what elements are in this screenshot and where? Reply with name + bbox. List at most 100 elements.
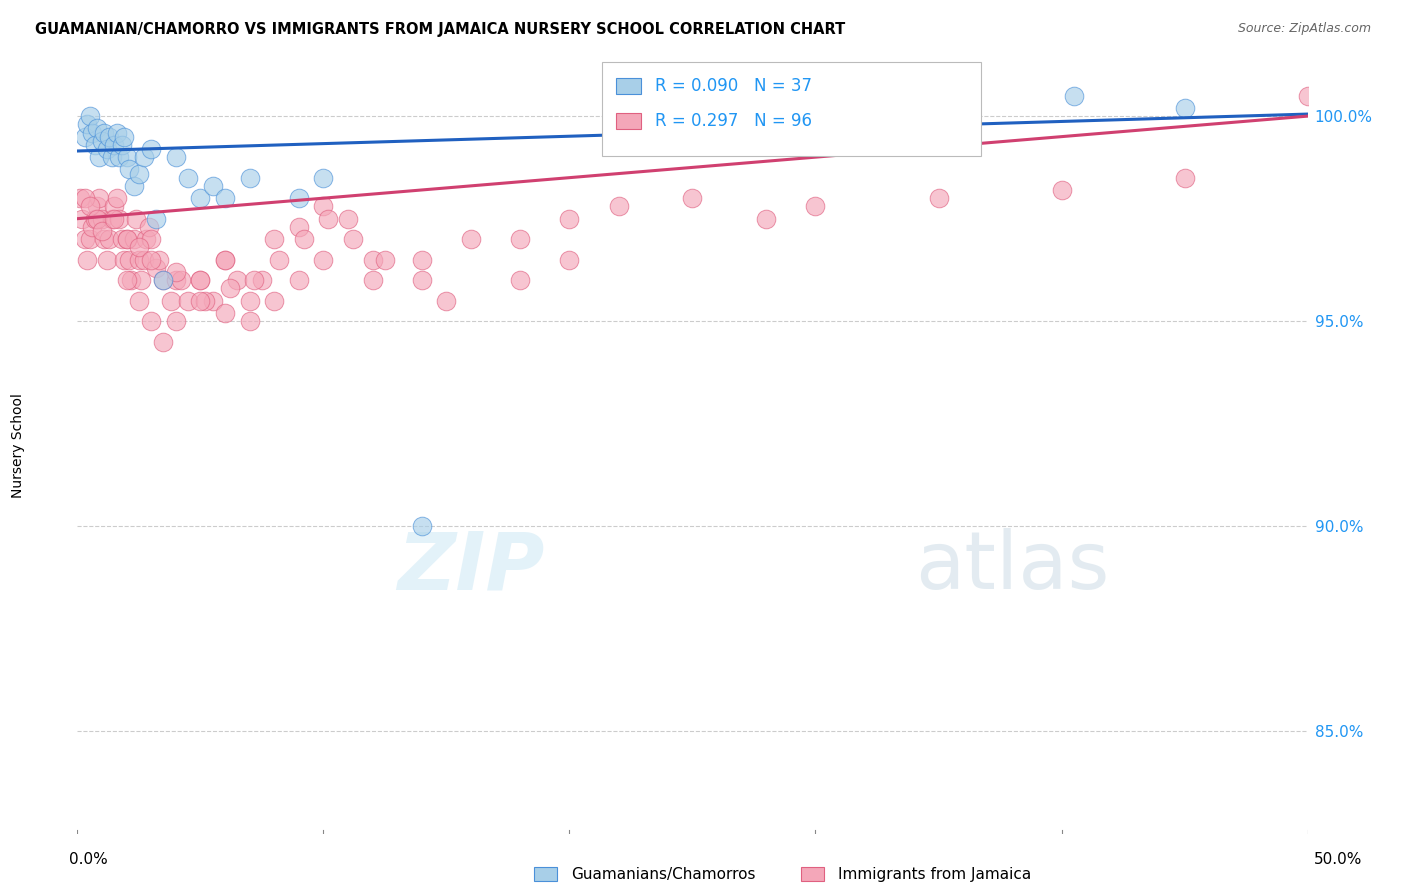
Point bbox=[374, 252, 396, 267]
Point bbox=[145, 211, 167, 226]
Point bbox=[108, 150, 131, 164]
Point bbox=[170, 273, 193, 287]
Point bbox=[177, 293, 200, 308]
Text: Guamanians/Chamorros: Guamanians/Chamorros bbox=[571, 867, 755, 881]
Point bbox=[98, 232, 121, 246]
Point bbox=[682, 191, 704, 205]
Point bbox=[312, 170, 335, 185]
Point bbox=[188, 273, 212, 287]
Point bbox=[1174, 170, 1197, 185]
Point bbox=[188, 191, 212, 205]
Point bbox=[103, 199, 125, 213]
Point bbox=[145, 260, 167, 275]
Point bbox=[76, 117, 98, 131]
Point bbox=[128, 293, 150, 308]
Point bbox=[312, 252, 335, 267]
Point bbox=[82, 219, 104, 234]
Point bbox=[128, 252, 150, 267]
Point bbox=[73, 191, 96, 205]
Point bbox=[411, 273, 433, 287]
Text: 0.0%: 0.0% bbox=[69, 852, 108, 867]
Point bbox=[312, 199, 335, 213]
Point bbox=[132, 150, 155, 164]
Point bbox=[214, 252, 236, 267]
Point bbox=[90, 211, 114, 226]
Point bbox=[112, 129, 135, 144]
Point bbox=[111, 232, 132, 246]
Point bbox=[73, 129, 96, 144]
Point bbox=[90, 134, 114, 148]
Point bbox=[118, 162, 141, 177]
Text: Nursery School: Nursery School bbox=[11, 393, 25, 499]
Text: 50.0%: 50.0% bbox=[1315, 852, 1362, 867]
Point bbox=[108, 211, 131, 226]
Point bbox=[122, 178, 145, 193]
Text: Source: ZipAtlas.com: Source: ZipAtlas.com bbox=[1237, 22, 1371, 36]
Point bbox=[337, 211, 360, 226]
Point bbox=[558, 211, 581, 226]
Point bbox=[141, 142, 163, 156]
Point bbox=[118, 252, 141, 267]
Point bbox=[112, 252, 135, 267]
Point bbox=[152, 334, 174, 349]
Point bbox=[96, 252, 118, 267]
Point bbox=[152, 273, 174, 287]
Point bbox=[165, 265, 187, 279]
Point bbox=[226, 273, 249, 287]
Point bbox=[83, 137, 105, 152]
Point bbox=[89, 191, 111, 205]
Point bbox=[89, 150, 111, 164]
Text: Immigrants from Jamaica: Immigrants from Jamaica bbox=[838, 867, 1031, 881]
Point bbox=[69, 191, 91, 205]
Point bbox=[122, 232, 145, 246]
Point bbox=[70, 211, 93, 226]
Point bbox=[132, 252, 155, 267]
Point bbox=[152, 273, 174, 287]
Point bbox=[288, 273, 311, 287]
Point bbox=[90, 224, 114, 238]
Point bbox=[165, 314, 187, 328]
Point bbox=[267, 252, 291, 267]
Point bbox=[101, 211, 124, 226]
Point bbox=[129, 273, 153, 287]
Point bbox=[177, 170, 200, 185]
Point bbox=[292, 232, 315, 246]
Point bbox=[121, 273, 143, 287]
Point bbox=[135, 232, 157, 246]
Point bbox=[115, 232, 138, 246]
Point bbox=[141, 314, 163, 328]
Point bbox=[115, 273, 138, 287]
Point bbox=[165, 273, 187, 287]
Point bbox=[214, 252, 236, 267]
Point bbox=[1296, 88, 1319, 103]
Point bbox=[361, 252, 384, 267]
Point bbox=[73, 232, 96, 246]
Point bbox=[928, 191, 950, 205]
Point bbox=[250, 273, 273, 287]
Point bbox=[76, 252, 98, 267]
Point bbox=[214, 191, 236, 205]
Point bbox=[103, 137, 125, 152]
Text: GUAMANIAN/CHAMORRO VS IMMIGRANTS FROM JAMAICA NURSERY SCHOOL CORRELATION CHART: GUAMANIAN/CHAMORRO VS IMMIGRANTS FROM JA… bbox=[35, 22, 845, 37]
Point bbox=[201, 293, 224, 308]
Point bbox=[79, 232, 101, 246]
Point bbox=[318, 211, 340, 226]
Point bbox=[1174, 101, 1197, 115]
Point bbox=[93, 232, 115, 246]
Point bbox=[1050, 183, 1073, 197]
Text: R = 0.297   N = 96: R = 0.297 N = 96 bbox=[655, 112, 813, 130]
Point bbox=[239, 314, 262, 328]
Point bbox=[160, 293, 183, 308]
Point bbox=[288, 191, 311, 205]
Point bbox=[165, 150, 187, 164]
Point bbox=[105, 126, 128, 140]
Point bbox=[128, 240, 150, 254]
Point bbox=[436, 293, 458, 308]
Point bbox=[243, 273, 266, 287]
Text: atlas: atlas bbox=[915, 528, 1109, 607]
Point bbox=[239, 170, 262, 185]
Point bbox=[342, 232, 364, 246]
Point bbox=[558, 252, 581, 267]
Point bbox=[1063, 88, 1085, 103]
Point bbox=[98, 129, 121, 144]
